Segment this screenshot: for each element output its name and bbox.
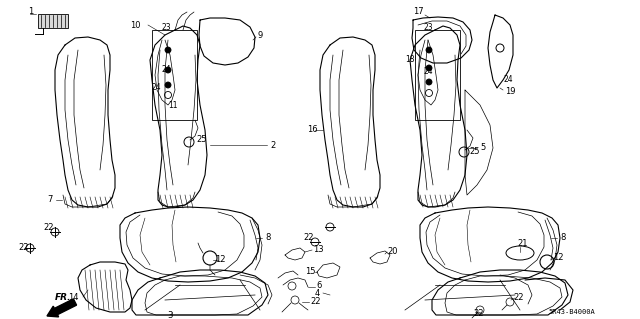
Text: 8: 8 [265, 234, 270, 242]
Text: 20: 20 [387, 248, 397, 256]
Text: 22: 22 [473, 309, 483, 318]
Text: 21: 21 [517, 239, 527, 248]
Text: 15: 15 [305, 268, 316, 277]
Text: 19: 19 [505, 87, 515, 97]
Circle shape [426, 47, 432, 53]
Text: 25: 25 [469, 147, 479, 157]
Text: 11: 11 [168, 100, 177, 109]
FancyArrow shape [47, 299, 77, 317]
Text: 18: 18 [405, 56, 415, 64]
Text: 16: 16 [307, 125, 317, 135]
Text: 5R43-B4000A: 5R43-B4000A [548, 309, 595, 315]
Text: 22: 22 [43, 224, 54, 233]
Text: 24: 24 [423, 68, 433, 77]
Text: 22: 22 [18, 243, 29, 253]
Text: 23: 23 [162, 24, 172, 33]
Text: FR.: FR. [55, 293, 72, 302]
Circle shape [165, 67, 171, 73]
Text: 4: 4 [315, 288, 320, 298]
Text: 2: 2 [270, 140, 275, 150]
Text: 22: 22 [303, 234, 314, 242]
Text: 17: 17 [413, 8, 424, 17]
Ellipse shape [506, 246, 534, 260]
Text: 25: 25 [196, 136, 207, 145]
Bar [152, 30, 197, 120]
FancyBboxPatch shape [38, 14, 68, 28]
Text: 10: 10 [130, 20, 141, 29]
Text: 12: 12 [215, 256, 225, 264]
Circle shape [165, 47, 171, 53]
Text: 7: 7 [47, 196, 52, 204]
Circle shape [426, 79, 432, 85]
Text: 3: 3 [167, 310, 172, 319]
Text: 8: 8 [560, 234, 565, 242]
Bar [415, 30, 460, 120]
Text: 6: 6 [316, 280, 321, 290]
Text: 24: 24 [162, 65, 172, 75]
Text: 12: 12 [553, 254, 563, 263]
Text: 22: 22 [513, 293, 524, 302]
Text: 9: 9 [258, 31, 263, 40]
Text: 23: 23 [423, 24, 433, 33]
Text: 24: 24 [503, 76, 513, 85]
Text: 1: 1 [28, 8, 33, 17]
Circle shape [426, 65, 432, 71]
Text: 24: 24 [152, 84, 162, 93]
Circle shape [165, 82, 171, 88]
Text: 13: 13 [313, 246, 324, 255]
Text: 14: 14 [68, 293, 79, 301]
Text: 22: 22 [310, 298, 321, 307]
Text: 5: 5 [480, 144, 485, 152]
